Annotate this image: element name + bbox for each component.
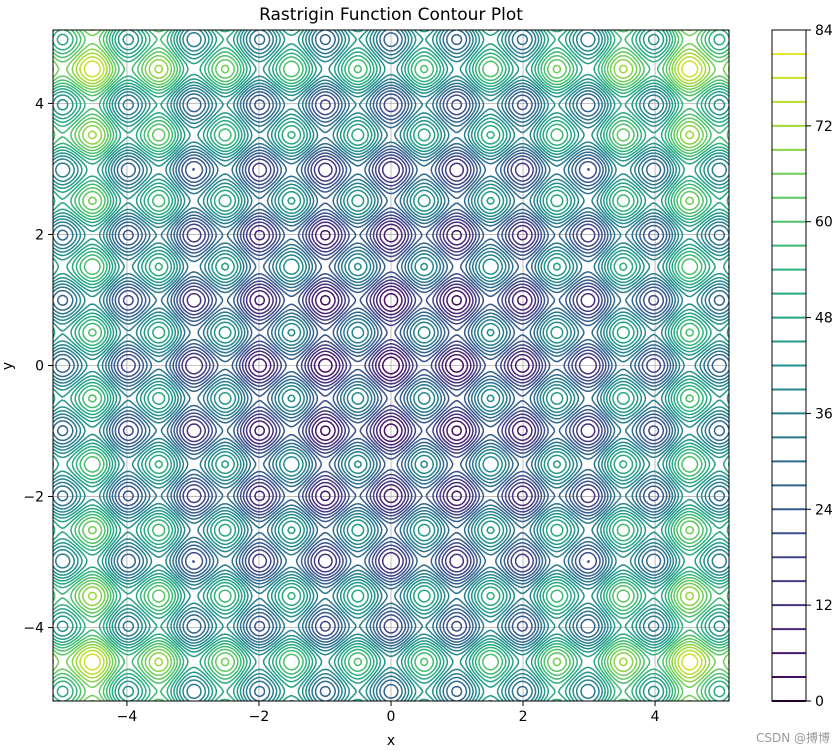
- x-tick-label: 2: [519, 709, 528, 725]
- y-tick-label: 2: [35, 227, 44, 243]
- x-tick-label: 0: [387, 709, 396, 725]
- colorbar-tick-label: 12: [815, 598, 833, 614]
- x-axis: −4 −2 0 2 4: [117, 701, 660, 725]
- contour-level-33: [53, 30, 729, 701]
- contour-level-42: [53, 30, 729, 701]
- contour-level-6: [252, 227, 530, 504]
- contour-level-39: [53, 30, 729, 701]
- contour-level-66: [53, 30, 729, 701]
- x-axis-label: x: [387, 733, 395, 749]
- contour-level-75: [79, 56, 703, 675]
- x-tick-label: 4: [651, 709, 660, 725]
- colorbar-tick-label: 72: [815, 119, 833, 135]
- y-axis-label: y: [0, 362, 16, 370]
- contour-level-3: [318, 293, 464, 438]
- colorbar-tick-label: 60: [815, 215, 833, 231]
- chart-title: Rastrigin Function Contour Plot: [259, 5, 523, 25]
- contour-level-54: [53, 30, 729, 701]
- colorbar: 0 12 24 36 48 60 72 84: [771, 23, 833, 710]
- colorbar-tick-label: 0: [815, 694, 824, 710]
- contour-level-48: [53, 30, 729, 701]
- contour-level-78: [83, 60, 699, 671]
- contour-level-60: [53, 30, 729, 701]
- colorbar-tick-label: 48: [815, 311, 833, 327]
- contour-level-30: [53, 30, 729, 701]
- contour-level-36: [53, 30, 729, 701]
- y-axis: −4 −2 0 2 4: [23, 96, 53, 637]
- x-tick-label: −2: [249, 709, 270, 725]
- contour-level-21: [116, 93, 666, 638]
- colorbar-tick-label: 36: [815, 406, 833, 422]
- contour-level-27: [55, 32, 727, 699]
- contour-level-72: [75, 52, 707, 679]
- y-tick-label: 0: [35, 359, 44, 375]
- contour-level-51: [53, 30, 729, 701]
- contour-level-24: [113, 90, 669, 641]
- colorbar-frame: [771, 29, 807, 702]
- contour-level-9: [248, 223, 534, 508]
- colorbar-tick-label: 84: [815, 23, 833, 39]
- y-tick-label: −2: [23, 490, 44, 506]
- colorbar-tick-label: 24: [815, 502, 833, 518]
- contour-level-57: [53, 30, 729, 701]
- contour-lines: [53, 30, 729, 701]
- y-tick-label: 4: [35, 96, 44, 112]
- contour-level-45: [53, 30, 729, 701]
- y-tick-label: −4: [23, 621, 44, 637]
- watermark-text: CSDN @搏博: [756, 730, 830, 745]
- contour-level-15: [181, 157, 601, 574]
- contour-level-18: [120, 97, 662, 634]
- x-tick-label: −4: [117, 709, 138, 725]
- contour-level-12: [185, 161, 597, 570]
